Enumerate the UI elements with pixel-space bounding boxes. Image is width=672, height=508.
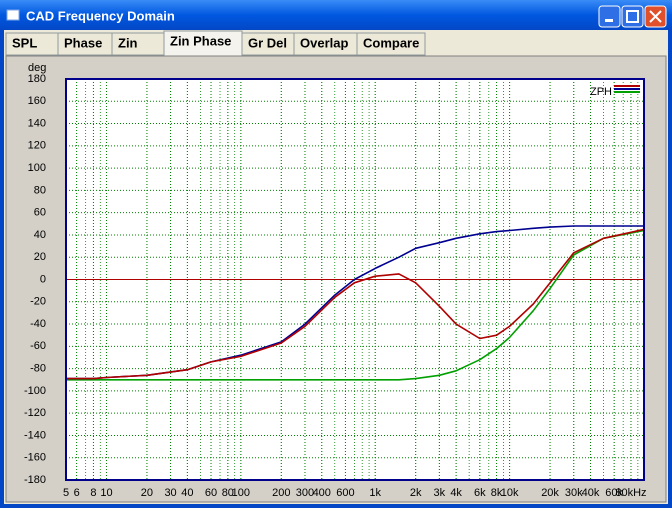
plot bbox=[65, 78, 645, 481]
x-tick-label: 6 bbox=[74, 487, 80, 499]
y-tick-label: 180 bbox=[28, 73, 46, 85]
x-tick-label: 600 bbox=[336, 487, 354, 499]
x-tick-label: 200 bbox=[272, 487, 290, 499]
y-axis-label: deg bbox=[28, 62, 46, 74]
maximize-button[interactable] bbox=[621, 5, 644, 28]
y-tick-label: -60 bbox=[30, 340, 46, 352]
y-tick-label: -120 bbox=[24, 407, 46, 419]
x-tick-label: 40 bbox=[181, 487, 193, 499]
x-tick-label: 60 bbox=[205, 487, 217, 499]
x-tick-label: 80kHz bbox=[615, 487, 646, 499]
y-tick-label: -40 bbox=[30, 318, 46, 330]
tab-strip: SPL Phase Zin Zin Phase Gr Del Overlap Compare bbox=[5, 30, 426, 57]
title-buttons bbox=[598, 5, 667, 28]
y-tick-label: 100 bbox=[28, 162, 46, 174]
x-tick-label: 10 bbox=[100, 487, 112, 499]
legend-label: ZPH bbox=[590, 86, 612, 98]
x-tick-label: 80 bbox=[222, 487, 234, 499]
y-tick-label: 20 bbox=[34, 251, 46, 263]
x-tick-label: 40k bbox=[582, 487, 600, 499]
tab[interactable] bbox=[163, 30, 243, 57]
y-tick-label: -100 bbox=[24, 385, 46, 397]
y-tick-label: 0 bbox=[40, 273, 46, 285]
tab-label: Zin Phase bbox=[170, 33, 231, 48]
x-tick-label: 400 bbox=[313, 487, 331, 499]
y-tick-label: -180 bbox=[24, 474, 46, 486]
x-tick-label: 30k bbox=[565, 487, 583, 499]
x-tick-label: 20k bbox=[541, 487, 559, 499]
x-tick-label: 10k bbox=[501, 487, 519, 499]
minimize-button[interactable] bbox=[598, 5, 621, 28]
x-tick-label: 8 bbox=[90, 487, 96, 499]
minimize-icon bbox=[605, 19, 613, 22]
x-tick-label: 1k bbox=[369, 487, 381, 499]
y-tick-label: -160 bbox=[24, 452, 46, 464]
series-line bbox=[66, 229, 645, 381]
window-title: CAD Frequency Domain bbox=[26, 8, 175, 23]
x-tick-label: 5 bbox=[63, 487, 69, 499]
y-tick-label: 120 bbox=[28, 140, 46, 152]
x-tick-label: 2k bbox=[410, 487, 422, 499]
close-icon bbox=[649, 10, 662, 23]
tab-label: SPL bbox=[12, 35, 37, 50]
y-tick-label: 140 bbox=[28, 117, 46, 129]
y-tick-label: 160 bbox=[28, 95, 46, 107]
x-tick-label: 8k bbox=[491, 487, 503, 499]
maximize-icon bbox=[626, 10, 639, 23]
app-icon bbox=[6, 9, 20, 21]
y-tick-label: -20 bbox=[30, 296, 46, 308]
x-tick-label: 100 bbox=[232, 487, 250, 499]
y-tick-label: -140 bbox=[24, 429, 46, 441]
series-line bbox=[66, 228, 645, 380]
y-tick-label: 40 bbox=[34, 229, 46, 241]
legend: ZPH bbox=[590, 85, 640, 98]
tab-label: Overlap bbox=[300, 35, 348, 50]
x-tick-label: 300 bbox=[296, 487, 314, 499]
tab-label: Phase bbox=[64, 35, 102, 50]
y-tick-label: 60 bbox=[34, 207, 46, 219]
tab-label: Gr Del bbox=[248, 35, 287, 50]
x-tick-label: 6k bbox=[474, 487, 486, 499]
y-tick-label: 80 bbox=[34, 184, 46, 196]
x-tick-label: 20 bbox=[141, 487, 153, 499]
x-tick-label: 30 bbox=[164, 487, 176, 499]
x-tick-label: 4k bbox=[450, 487, 462, 499]
plot-border bbox=[65, 78, 645, 481]
tab-label: Zin bbox=[118, 35, 138, 50]
y-tick-label: -80 bbox=[30, 363, 46, 375]
title-bar bbox=[0, 0, 672, 30]
tab-label: Compare bbox=[363, 35, 419, 50]
x-tick-label: 3k bbox=[434, 487, 446, 499]
x-tick-label: 60k bbox=[605, 487, 623, 499]
tab[interactable] bbox=[356, 32, 426, 56]
